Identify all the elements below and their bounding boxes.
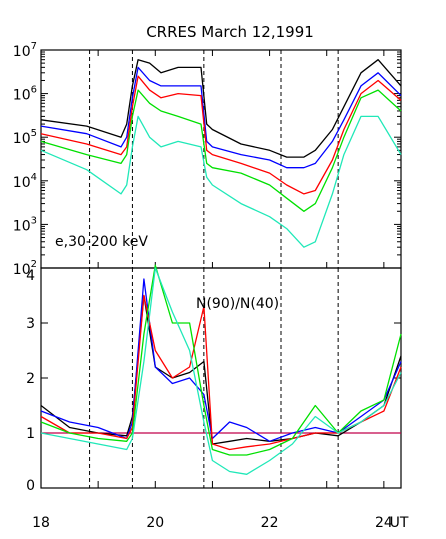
ratio-annotation: N(90)/N(40): [196, 296, 279, 312]
flux-y-tick-exponent: 6: [31, 85, 37, 96]
flux-annotation: e,30-200 keV: [55, 234, 148, 250]
ratio-y-tick-label: 0: [26, 478, 35, 494]
flux-series-line: [40, 59, 402, 158]
flux-y-tick-base: 10: [13, 175, 31, 191]
flux-y-tick-base: 10: [13, 44, 31, 60]
flux-y-tick-exponent: 5: [31, 128, 37, 139]
flux-y-tick-base: 10: [13, 218, 31, 234]
x-tick-label: 22: [261, 515, 279, 531]
flux-y-tick-exponent: 4: [31, 172, 37, 183]
ratio-panel: 0 1 2 3 4 N(90)/N(40): [26, 264, 402, 494]
flux-y-tick-label: 105: [13, 128, 37, 147]
ratio-y-tick-label: 2: [26, 371, 35, 387]
ratio-y-tick-label: 1: [26, 426, 35, 442]
chart-title: CRRES March 12,1991: [146, 23, 314, 41]
ratio-y-tick-label: 4: [26, 268, 35, 284]
flux-y-tick-base: 10: [13, 88, 31, 104]
flux-series-line: [40, 66, 402, 169]
ratio-y-tick-label: 3: [26, 316, 35, 332]
flux-series-line: [40, 75, 402, 195]
flux-y-tick-label: 103: [13, 215, 37, 234]
x-tick-label: 18: [32, 515, 50, 531]
x-tick-label: 20: [146, 515, 164, 531]
flux-y-tick-base: 10: [13, 262, 31, 278]
ratio-series-line: [40, 267, 402, 475]
flux-y-tick-label: 102: [13, 259, 37, 278]
ratio-series-line: [40, 294, 402, 445]
flux-y-tick-base: 10: [13, 131, 31, 147]
flux-series-line: [40, 115, 402, 248]
ratio-series-line: [40, 294, 402, 451]
flux-y-tick-label: 104: [13, 172, 37, 191]
flux-y-tick-exponent: 3: [31, 215, 37, 226]
x-axis-unit: UT: [390, 515, 409, 531]
x-tick-label: 24: [375, 515, 393, 531]
flux-y-tick-label: 106: [13, 85, 37, 104]
flux-y-tick-label: 107: [13, 41, 37, 60]
flux-series-line: [40, 89, 402, 212]
flux-y-tick-exponent: 2: [31, 259, 37, 270]
flux-y-tick-exponent: 7: [31, 41, 37, 52]
ratio-series-line: [40, 264, 402, 456]
